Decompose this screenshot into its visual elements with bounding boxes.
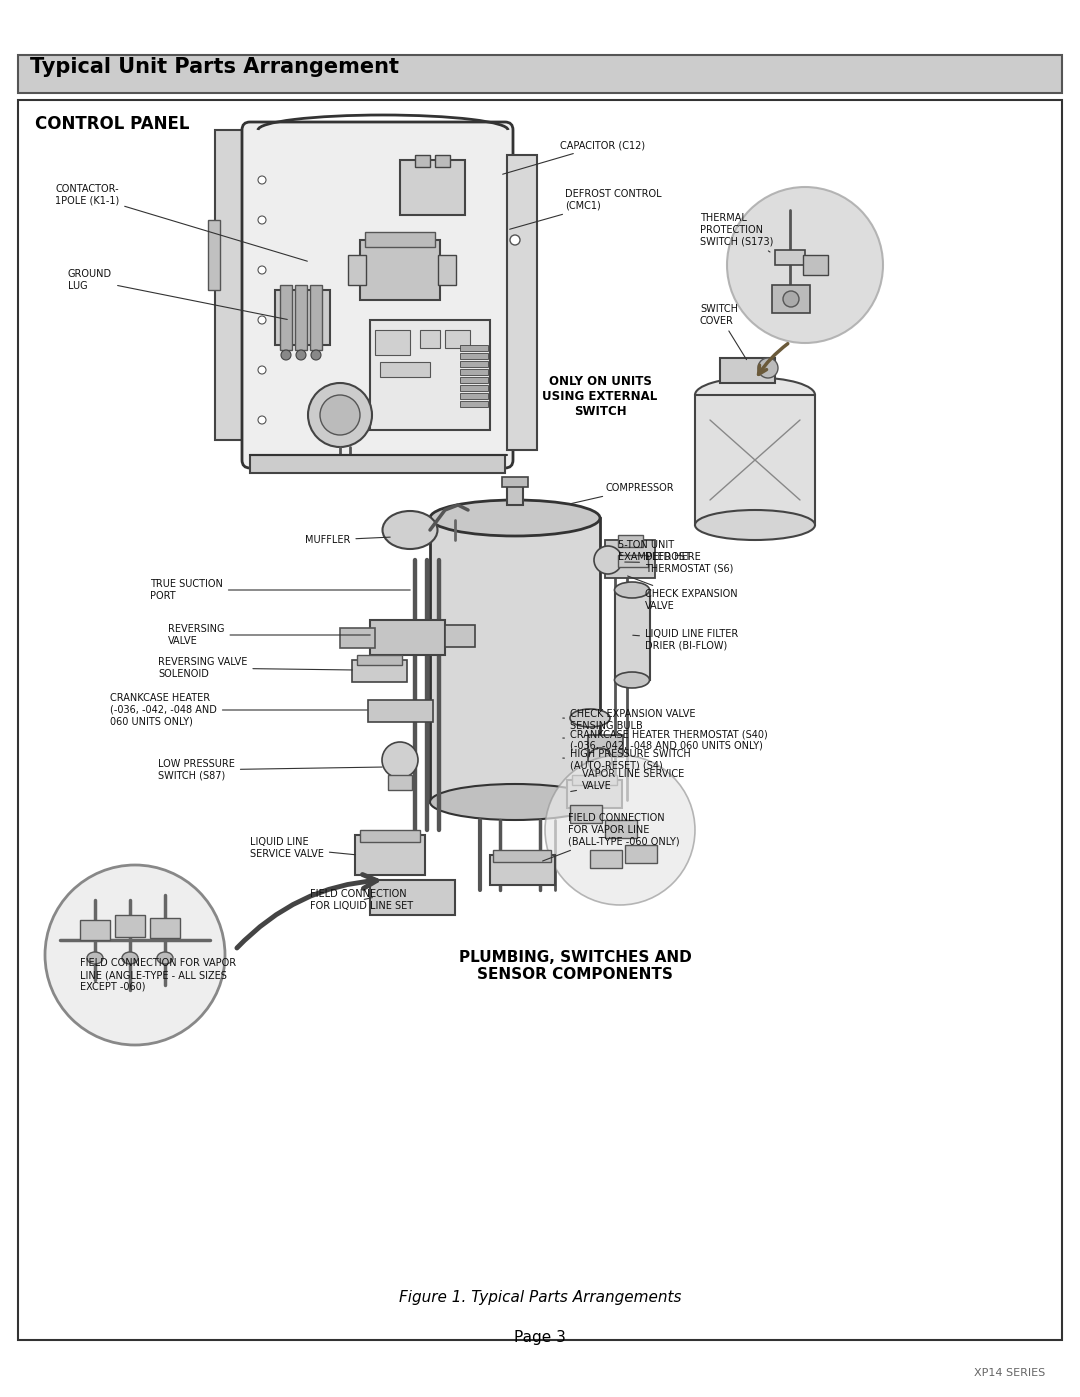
Circle shape <box>758 358 778 379</box>
Text: Typical Unit Parts Arrangement: Typical Unit Parts Arrangement <box>30 57 399 77</box>
Text: FIELD CONNECTION
FOR VAPOR LINE
(BALL-TYPE -060 ONLY): FIELD CONNECTION FOR VAPOR LINE (BALL-TY… <box>542 813 679 861</box>
Text: FIELD CONNECTION
FOR LIQUID LINE SET: FIELD CONNECTION FOR LIQUID LINE SET <box>310 890 414 911</box>
Bar <box>370 320 490 430</box>
Bar <box>249 455 505 474</box>
Bar <box>360 830 420 842</box>
Bar <box>420 330 440 348</box>
Ellipse shape <box>615 672 649 687</box>
Bar <box>460 369 488 374</box>
Text: VAPOR LINE SERVICE
VALVE: VAPOR LINE SERVICE VALVE <box>570 770 685 792</box>
Bar <box>567 780 622 807</box>
Bar <box>460 386 488 391</box>
Bar <box>430 518 600 802</box>
Bar <box>492 849 551 862</box>
Text: FIELD CONNECTION FOR VAPOR
LINE (ANGLE-TYPE - ALL SIZES
EXCEPT -060): FIELD CONNECTION FOR VAPOR LINE (ANGLE-T… <box>80 958 237 992</box>
Text: GROUND
LUG: GROUND LUG <box>68 270 287 320</box>
Ellipse shape <box>696 510 815 541</box>
Bar <box>400 161 465 215</box>
Bar <box>435 155 450 168</box>
Circle shape <box>510 235 519 244</box>
Bar <box>460 377 488 383</box>
Text: CONTACTOR-
1POLE (K1-1): CONTACTOR- 1POLE (K1-1) <box>55 184 308 261</box>
Circle shape <box>545 754 696 905</box>
Text: REVERSING VALVE
SOLENOID: REVERSING VALVE SOLENOID <box>158 657 352 679</box>
Text: CAPACITOR (C12): CAPACITOR (C12) <box>502 140 645 175</box>
Circle shape <box>308 383 372 447</box>
Bar <box>415 155 430 168</box>
Bar <box>460 345 488 351</box>
Bar <box>605 820 637 838</box>
Text: PLUMBING, SWITCHES AND
SENSOR COMPONENTS: PLUMBING, SWITCHES AND SENSOR COMPONENTS <box>459 950 691 982</box>
Bar <box>720 358 775 383</box>
Circle shape <box>258 265 266 274</box>
Bar <box>375 330 410 355</box>
Bar <box>368 700 433 722</box>
Bar <box>340 629 375 648</box>
Text: HIGH PRESSURE SWITCH
(AUTO-RESET) (S4): HIGH PRESSURE SWITCH (AUTO-RESET) (S4) <box>563 749 691 771</box>
Bar <box>490 855 555 886</box>
Circle shape <box>320 395 360 434</box>
Circle shape <box>311 351 321 360</box>
Bar <box>445 624 475 647</box>
Bar <box>295 285 307 351</box>
Text: CONTROL PANEL: CONTROL PANEL <box>35 115 189 133</box>
Bar <box>570 805 602 823</box>
Text: REVERSING
VALVE: REVERSING VALVE <box>168 624 370 645</box>
Ellipse shape <box>87 951 103 964</box>
Bar <box>775 250 805 265</box>
Bar <box>804 256 828 275</box>
Bar <box>572 775 617 785</box>
Bar <box>114 915 145 937</box>
Bar <box>618 555 648 567</box>
Text: MUFFLER: MUFFLER <box>305 535 390 545</box>
Bar <box>590 849 622 868</box>
Text: XP14 SERIES: XP14 SERIES <box>974 1368 1045 1377</box>
Bar <box>615 590 650 680</box>
Bar <box>357 655 402 665</box>
Ellipse shape <box>696 377 815 412</box>
Ellipse shape <box>382 511 437 549</box>
Bar <box>507 481 523 504</box>
Circle shape <box>258 416 266 425</box>
Bar <box>507 155 537 450</box>
Circle shape <box>258 316 266 324</box>
Bar <box>18 101 1062 1340</box>
FancyBboxPatch shape <box>242 122 513 468</box>
Ellipse shape <box>430 500 600 536</box>
Ellipse shape <box>570 710 610 726</box>
Bar <box>388 775 411 789</box>
Circle shape <box>727 187 883 344</box>
Bar <box>310 285 322 351</box>
Text: ONLY ON UNITS
USING EXTERNAL
SWITCH: ONLY ON UNITS USING EXTERNAL SWITCH <box>542 374 658 418</box>
Circle shape <box>594 546 622 574</box>
Bar <box>280 285 292 351</box>
Text: DEFROST CONTROL
(CMC1): DEFROST CONTROL (CMC1) <box>510 189 662 229</box>
Bar <box>360 240 440 300</box>
Ellipse shape <box>122 951 138 964</box>
Bar <box>696 395 815 525</box>
Bar <box>772 285 810 313</box>
Text: TRUE SUCTION
PORT: TRUE SUCTION PORT <box>150 580 410 601</box>
Text: CRANKCASE HEATER THERMOSTAT (S40)
(-036, -042, -048 AND 060 UNITS ONLY): CRANKCASE HEATER THERMOSTAT (S40) (-036,… <box>563 729 768 750</box>
Text: DEFROST
THERMOSTAT (S6): DEFROST THERMOSTAT (S6) <box>625 552 733 574</box>
Text: CRANKCASE HEATER
(-036, -042, -048 AND
060 UNITS ONLY): CRANKCASE HEATER (-036, -042, -048 AND 0… <box>110 693 367 726</box>
Circle shape <box>588 747 612 773</box>
Text: LIQUID LINE FILTER
DRIER (BI-FLOW): LIQUID LINE FILTER DRIER (BI-FLOW) <box>633 629 739 651</box>
Bar <box>460 393 488 400</box>
Ellipse shape <box>615 583 649 598</box>
Bar <box>275 291 330 345</box>
Bar <box>605 541 654 578</box>
Circle shape <box>296 351 306 360</box>
Bar <box>380 362 430 377</box>
Circle shape <box>258 176 266 184</box>
Circle shape <box>258 217 266 224</box>
Bar <box>215 130 249 440</box>
Bar <box>460 353 488 359</box>
Bar <box>348 256 366 285</box>
Bar <box>438 256 456 285</box>
Bar <box>625 845 657 863</box>
Text: THERMAL
PROTECTION
SWITCH (S173): THERMAL PROTECTION SWITCH (S173) <box>700 214 773 251</box>
Text: LIQUID LINE
SERVICE VALVE: LIQUID LINE SERVICE VALVE <box>249 837 355 859</box>
Bar <box>370 880 455 915</box>
Bar <box>445 330 470 348</box>
